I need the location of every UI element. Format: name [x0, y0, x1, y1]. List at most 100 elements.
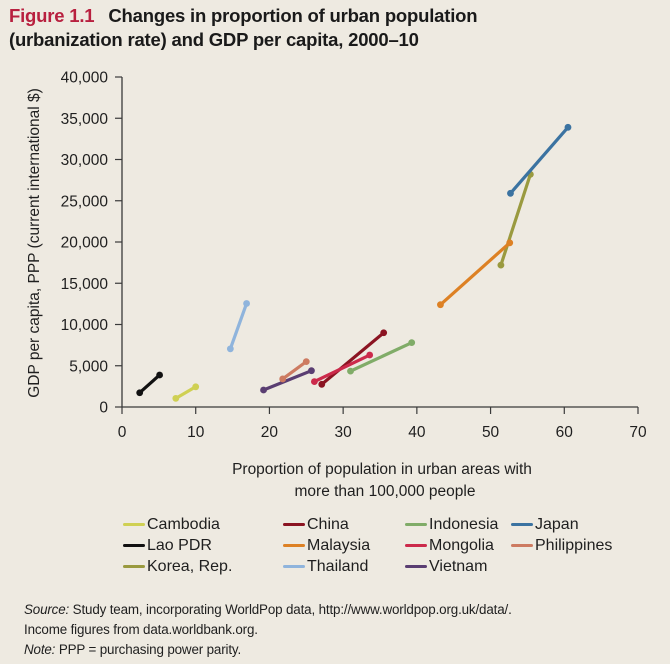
legend-label: Vietnam	[429, 558, 488, 575]
chart: 0 5,000 10,000 15,000 20,000 25,000 30,000 35,0…	[26, 70, 647, 501]
source-note: Source: Study team, incorporating WorldP…	[24, 600, 664, 660]
legend-swatch-mongolia	[405, 544, 427, 547]
legend-item-mongolia: Mongolia	[405, 535, 511, 556]
series-thailand	[226, 300, 250, 353]
series-philippines	[279, 358, 310, 383]
series-line-korea-rep	[499, 172, 532, 267]
x-tick-label: 0	[118, 424, 127, 441]
legend-item-korea-rep: Korea, Rep.	[123, 556, 283, 577]
legend-item-thailand: Thailand	[283, 556, 405, 577]
legend-label: China	[307, 516, 349, 533]
series-line-cambodia	[174, 385, 198, 400]
y-tick-label: 5,000	[69, 358, 108, 375]
legend-label: Thailand	[307, 558, 369, 575]
legend-label: Korea, Rep.	[147, 558, 233, 575]
legend-swatch-malaysia	[283, 544, 305, 547]
legend-item-vietnam: Vietnam	[405, 556, 511, 577]
legend-label: Lao PDR	[147, 537, 212, 554]
legend-label: Mongolia	[429, 537, 494, 554]
source-text: Study team, incorporating WorldPop data,…	[69, 602, 512, 617]
legend-swatch-china	[283, 523, 305, 526]
legend-swatch-indonesia	[405, 523, 427, 526]
y-tick-label: 35,000	[61, 111, 109, 128]
data-point-thailand-2000	[226, 345, 234, 353]
series-malaysia	[437, 239, 514, 309]
legend-swatch-japan	[511, 523, 533, 526]
data-point-mongolia-2010	[366, 351, 374, 359]
data-point-lao-pdr-2000	[136, 389, 144, 397]
series-indonesia	[347, 339, 416, 375]
legend-item-cambodia: Cambodia	[123, 514, 283, 535]
series-line-mongolia	[312, 353, 372, 384]
data-point-cambodia-2000	[172, 394, 180, 402]
legend-swatch-korea-rep	[123, 565, 145, 568]
legend-label: Japan	[535, 516, 579, 533]
y-tick-label: 0	[99, 400, 108, 417]
note-line: Note: PPP = purchasing power parity.	[24, 640, 664, 660]
source-line: Source: Study team, incorporating WorldP…	[24, 600, 664, 620]
series-line-indonesia	[348, 341, 414, 373]
legend-swatch-vietnam	[405, 565, 427, 568]
legend-label: Malaysia	[307, 537, 371, 554]
data-point-china-2000	[318, 380, 326, 388]
series-line-vietnam	[261, 369, 314, 392]
source-line-2: Income figures from data.worldbank.org.	[24, 622, 258, 637]
x-tick-label: 20	[261, 424, 279, 441]
data-point-indonesia-2000	[347, 367, 354, 375]
series-cambodia	[172, 383, 200, 402]
series-line-lao-pdr	[138, 373, 162, 395]
data-point-philippines-2000	[279, 375, 287, 383]
data-point-philippines-2010	[302, 358, 310, 366]
data-point-indonesia-2010	[408, 339, 416, 347]
x-axis-label-line1: Proportion of population in urban areas …	[232, 461, 532, 478]
x-tick-label: 10	[187, 424, 205, 441]
y-tick-label: 40,000	[61, 70, 109, 87]
series-line-philippines	[281, 360, 308, 381]
source-label: Source:	[24, 602, 70, 617]
series-lao-pdr	[136, 371, 163, 397]
x-tick-label: 50	[482, 424, 500, 441]
legend-item-malaysia: Malaysia	[283, 535, 405, 556]
legend-swatch-philippines	[511, 544, 533, 547]
series-layer	[136, 123, 572, 402]
x-tick-label: 40	[408, 424, 426, 441]
data-point-china-2010	[380, 329, 388, 337]
legend-item-japan: Japan	[511, 514, 641, 535]
series-line-japan	[508, 125, 570, 195]
legend-swatch-cambodia	[123, 523, 145, 526]
legend-item-philippines: Philippines	[511, 535, 641, 556]
series-korea-rep	[497, 170, 534, 269]
series-china	[318, 329, 388, 388]
legend-item-china: China	[283, 514, 405, 535]
figure-number: Figure 1.1	[9, 5, 95, 26]
data-point-vietnam-2010	[308, 367, 315, 375]
data-point-korea-rep-2000	[497, 261, 505, 269]
legend-label: Indonesia	[429, 516, 499, 533]
series-mongolia	[310, 351, 374, 385]
figure-title: Figure 1.1 Changes in proportion of urban…	[9, 4, 659, 52]
note-label: Note:	[24, 642, 56, 657]
x-tick-label: 70	[629, 424, 647, 441]
legend-label: Cambodia	[147, 516, 220, 533]
y-tick-label: 30,000	[61, 152, 109, 169]
x-tick-label: 60	[556, 424, 574, 441]
data-point-malaysia-2010	[506, 239, 514, 247]
legend-swatch-lao-pdr	[123, 544, 145, 547]
data-point-japan-2000	[507, 189, 514, 197]
data-point-thailand-2010	[243, 300, 250, 307]
legend-item-lao-pdr: Lao PDR	[123, 535, 283, 556]
series-line-china	[320, 331, 386, 386]
legend: Cambodia China Indonesia Japan Lao PDR Malays…	[123, 514, 663, 577]
figure-title-line1: Changes in proportion of urban populatio…	[108, 5, 478, 26]
x-tick-label: 30	[335, 424, 353, 441]
x-axis-label-line2: more than 100,000 people	[295, 483, 476, 500]
y-tick-label: 25,000	[61, 193, 109, 210]
data-point-lao-pdr-2010	[156, 371, 163, 379]
y-tick-label: 20,000	[61, 235, 109, 252]
data-point-vietnam-2000	[260, 386, 267, 394]
y-tick-label: 10,000	[61, 317, 109, 334]
note-text: PPP = purchasing power parity.	[55, 642, 242, 657]
series-line-malaysia	[438, 241, 512, 307]
data-point-japan-2010	[564, 123, 572, 131]
series-vietnam	[260, 367, 315, 394]
